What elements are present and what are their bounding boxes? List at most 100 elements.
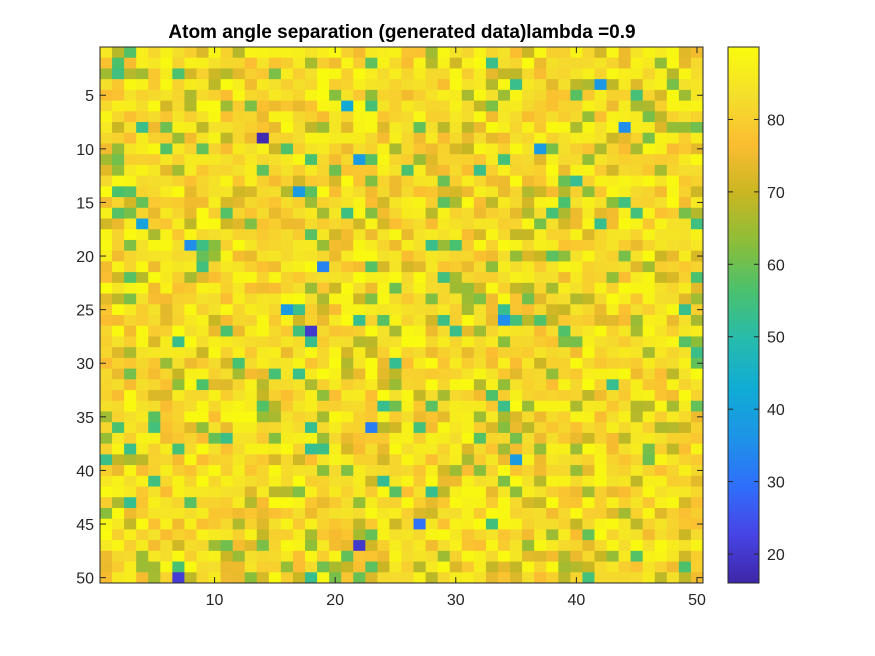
heatmap-cell <box>268 368 282 380</box>
heatmap-cell <box>172 132 185 144</box>
heatmap-cell <box>196 357 209 369</box>
heatmap-cell <box>582 197 595 209</box>
heatmap-cell <box>618 293 632 305</box>
heatmap-cell <box>485 550 499 562</box>
heatmap-cell <box>401 454 414 466</box>
heatmap-cell <box>678 561 692 573</box>
heatmap-cell <box>570 57 583 69</box>
heatmap-cell <box>365 47 378 59</box>
heatmap-cell <box>353 454 366 466</box>
heatmap-cell <box>425 197 439 209</box>
heatmap-cell <box>497 486 511 498</box>
heatmap-cell <box>594 357 607 369</box>
heatmap-cell <box>534 368 547 380</box>
heatmap-cell <box>136 561 149 573</box>
heatmap-cell <box>317 411 330 423</box>
heatmap-cell <box>642 122 656 134</box>
heatmap-cell <box>160 250 173 262</box>
heatmap-cell <box>268 164 282 177</box>
heatmap-cell <box>606 315 619 327</box>
heatmap-cell <box>425 422 439 434</box>
heatmap-cell <box>184 411 197 423</box>
heatmap-cell <box>497 572 511 584</box>
heatmap-cell <box>292 89 306 101</box>
heatmap-cell <box>365 57 378 69</box>
heatmap-cell <box>136 540 149 552</box>
heatmap-cell <box>136 443 149 455</box>
heatmap-cell <box>389 572 402 584</box>
heatmap-cell <box>196 368 209 380</box>
heatmap-cell <box>606 57 619 69</box>
heatmap-cell <box>377 57 390 69</box>
heatmap-cell <box>654 550 668 562</box>
heatmap-cell <box>461 261 475 273</box>
heatmap-cell <box>690 154 704 166</box>
heatmap-cell <box>124 132 137 144</box>
heatmap-cell <box>100 572 113 584</box>
heatmap-cell <box>666 550 680 562</box>
heatmap-cell <box>413 432 427 445</box>
heatmap-cell <box>244 422 258 434</box>
heatmap-cell <box>546 261 559 273</box>
heatmap-cell <box>353 79 366 91</box>
heatmap-cell <box>534 164 547 177</box>
heatmap-cell <box>112 336 125 348</box>
heatmap-cell <box>618 57 632 69</box>
heatmap-cell <box>232 57 246 69</box>
heatmap-cell <box>413 497 427 509</box>
heatmap-cell <box>534 390 547 402</box>
heatmap-cell <box>425 186 439 198</box>
heatmap-cell <box>534 100 547 112</box>
heatmap-cell <box>642 390 656 402</box>
heatmap-cell <box>172 540 185 552</box>
heatmap-cell <box>389 229 402 241</box>
heatmap-cell <box>582 497 595 509</box>
heatmap-cell <box>172 368 185 380</box>
heatmap-cell <box>485 261 499 273</box>
heatmap-cell <box>522 229 535 241</box>
heatmap-cell <box>594 422 607 434</box>
heatmap-cell <box>437 315 451 327</box>
heatmap-cell <box>292 111 306 123</box>
heatmap-cell <box>148 47 161 59</box>
heatmap-cell <box>413 79 427 91</box>
heatmap-cell <box>437 261 451 273</box>
heatmap-cell <box>425 250 439 262</box>
heatmap-cell <box>534 454 547 466</box>
heatmap-cell <box>497 261 511 273</box>
heatmap-cell <box>522 336 535 348</box>
heatmap-cell <box>136 47 149 59</box>
heatmap-cell <box>690 540 704 552</box>
heatmap-cell <box>232 304 246 316</box>
heatmap-cell <box>280 390 294 402</box>
heatmap-cell <box>437 507 451 520</box>
heatmap-cell <box>461 304 475 316</box>
heatmap-cell <box>510 422 523 434</box>
heatmap-axes-box <box>99 46 704 584</box>
heatmap-cell <box>220 475 234 487</box>
heatmap-cell <box>268 357 282 369</box>
heatmap-cell <box>618 325 632 337</box>
heatmap-cell <box>377 475 390 487</box>
heatmap-cell <box>497 100 511 112</box>
heatmap-cell <box>341 368 354 380</box>
heatmap-cell <box>305 518 318 530</box>
heatmap-cell <box>124 68 137 80</box>
heatmap-cell <box>510 443 523 455</box>
heatmap-cell <box>196 572 209 584</box>
heatmap-cell <box>485 79 499 91</box>
heatmap-cell <box>292 368 306 380</box>
heatmap-cell <box>389 390 402 402</box>
heatmap-cell <box>136 454 149 466</box>
heatmap-cell <box>208 218 221 230</box>
heatmap-cell <box>425 475 439 487</box>
heatmap-cell <box>220 250 234 262</box>
heatmap-cell <box>582 229 595 241</box>
heatmap-cell <box>100 561 113 573</box>
heatmap-cell <box>136 422 149 434</box>
heatmap-cell <box>112 561 125 573</box>
heatmap-cell <box>100 207 113 219</box>
heatmap-cell <box>582 68 595 80</box>
heatmap-cell <box>413 229 427 241</box>
heatmap-cell <box>401 175 414 187</box>
